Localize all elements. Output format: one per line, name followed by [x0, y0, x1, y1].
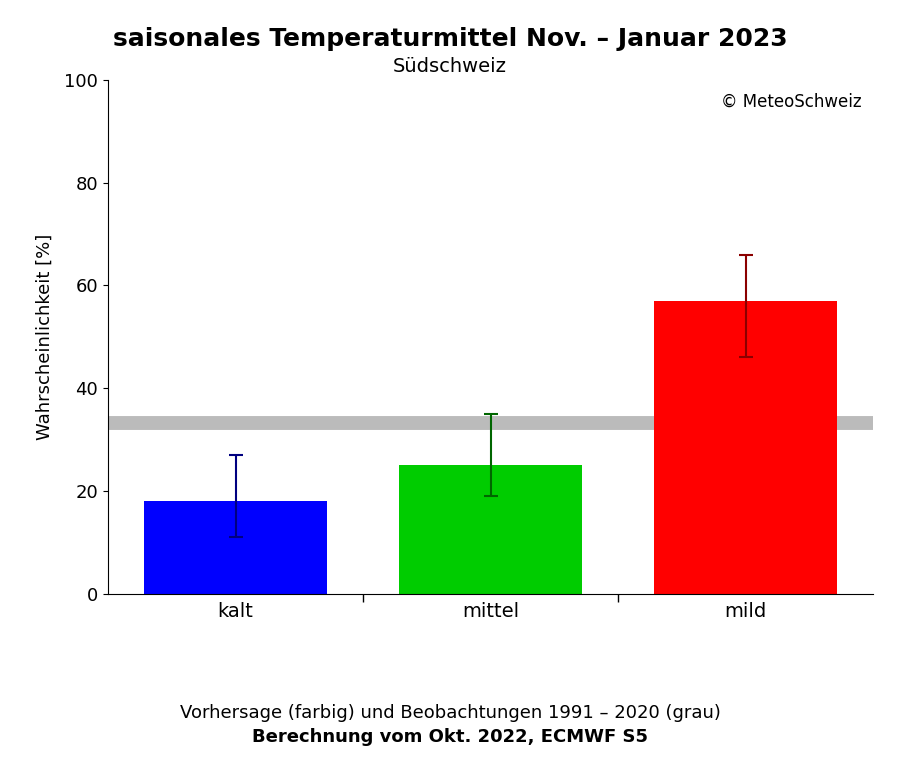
Bar — [653, 301, 837, 594]
Text: Vorhersage (farbig) und Beobachtungen 1991 – 2020 (grau): Vorhersage (farbig) und Beobachtungen 19… — [180, 704, 720, 722]
Bar — [144, 501, 328, 594]
Text: Berechnung vom Okt. 2022, ECMWF S5: Berechnung vom Okt. 2022, ECMWF S5 — [252, 728, 648, 747]
Text: Südschweiz: Südschweiz — [393, 57, 507, 76]
Y-axis label: Wahrscheinlichkeit [%]: Wahrscheinlichkeit [%] — [35, 234, 53, 440]
Text: © MeteoSchweiz: © MeteoSchweiz — [721, 93, 861, 111]
Text: saisonales Temperaturmittel Nov. – Januar 2023: saisonales Temperaturmittel Nov. – Janua… — [112, 27, 788, 51]
Bar — [399, 465, 582, 594]
